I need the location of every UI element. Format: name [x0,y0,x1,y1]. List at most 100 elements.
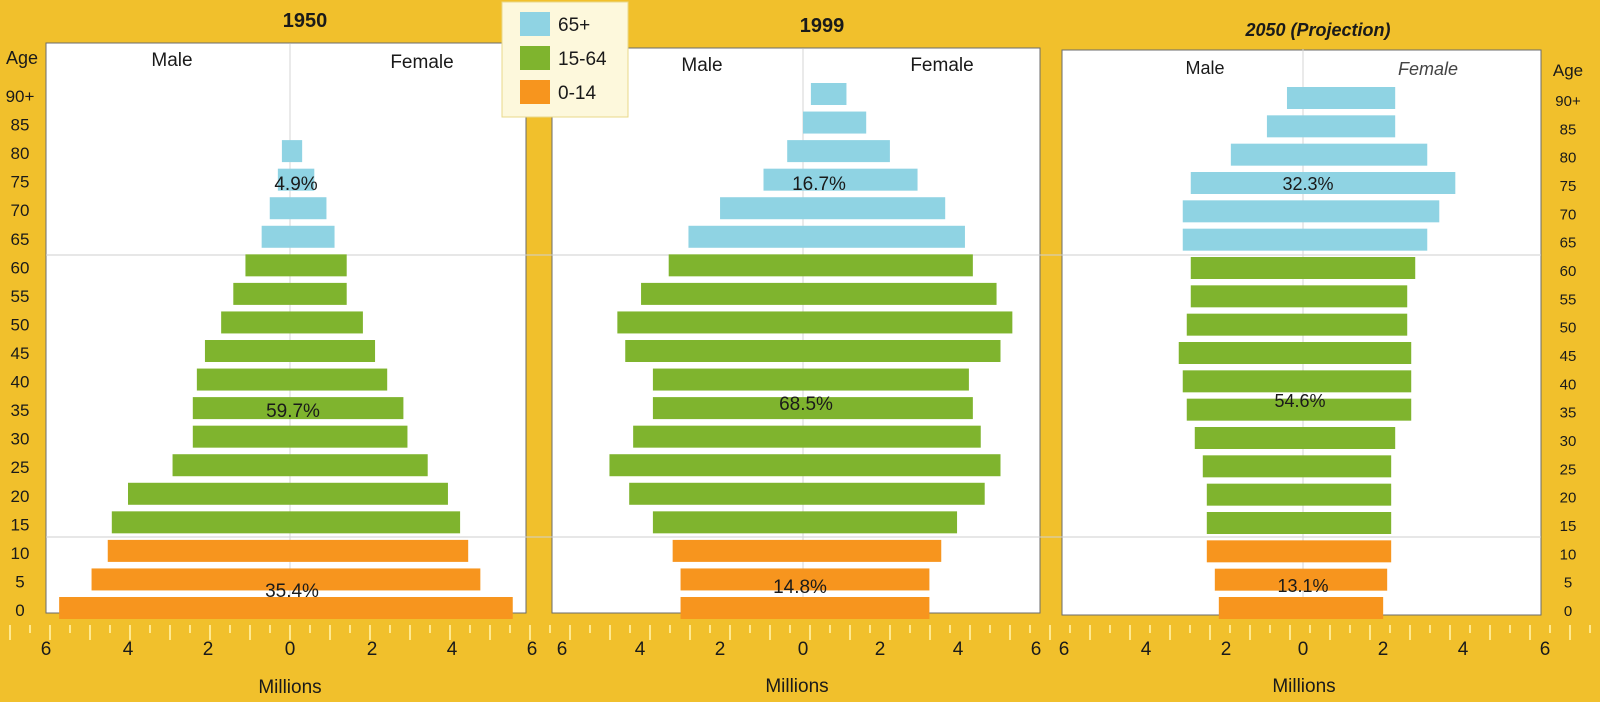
bar-1999-5-9 [680,568,930,591]
bar-1950-10-14 [107,539,469,562]
age-tick-label: 30 [11,430,30,449]
bar-2050-40-44 [1182,370,1412,393]
female-label-1950: Female [390,52,453,73]
age-tick-label: 55 [1560,291,1577,308]
bar-2050-85-89 [1266,115,1396,138]
x-tick-label: 4 [123,639,134,660]
age-tick-label: 10 [1560,546,1577,563]
bar-1999-15-19 [652,511,958,534]
x-tick-label: 6 [1031,639,1042,660]
age-tick-label: 90+ [6,87,35,106]
x-tick-label: 6 [1540,639,1551,660]
bar-1950-60-64 [245,254,347,277]
age-tick-label: 90+ [1555,93,1581,110]
female-label-2050: Female [1398,59,1458,79]
x-axis-label-2050: Millions [1272,676,1335,697]
bar-2050-50-54 [1186,313,1408,336]
x-tick-label: 2 [367,639,378,660]
bar-1950-40-44 [196,368,388,391]
bar-1999-85-89 [803,111,867,134]
age-tick-label: 65 [1560,235,1577,252]
bar-1999-40-44 [652,368,969,391]
x-tick-label: 4 [1141,639,1152,660]
bar-2050-80-84 [1230,143,1428,166]
x-tick-label: 0 [285,639,296,660]
x-tick-label: 2 [1221,639,1232,660]
bar-1999-70-74 [720,197,946,220]
x-tick-label: 4 [635,639,646,660]
x-axis-label-1999: Millions [765,676,828,697]
legend-swatch-65plus [520,12,550,36]
age-tick-label: 55 [11,287,30,306]
age-tick-label: 35 [11,401,30,420]
x-tick-label: 2 [875,639,886,660]
bottom-ruler [9,625,1591,640]
age-tick-label: 45 [11,344,30,363]
share-65plus-1950: 4.9% [274,174,317,195]
age-tick-label: 70 [11,201,30,220]
bar-1999-0-4 [680,597,930,619]
age-tick-label: 20 [1560,490,1577,507]
age-tick-label: 25 [1560,461,1577,478]
bar-1950-50-54 [221,311,363,334]
age-tick-label: 50 [1560,320,1577,337]
age-tick-label: 70 [1560,206,1577,223]
bar-1950-15-19 [111,511,461,534]
bar-1999-45-49 [625,340,1001,362]
bar-1999-60-64 [668,254,973,277]
bar-2050-30-34 [1194,427,1396,449]
bar-2050-5-9 [1214,568,1388,591]
bar-1999-75-79 [763,168,918,191]
x-tick-label: 6 [1059,639,1070,660]
bar-1999-55-59 [641,282,997,305]
age-tick-label: 50 [11,315,30,334]
age-tick-label: 35 [1560,405,1577,422]
bar-1950-70-74 [269,197,327,220]
bar-1950-75-79 [277,168,315,191]
bar-2050-90+ [1286,87,1396,109]
bar-2050-15-19 [1206,512,1392,534]
bar-2050-25-29 [1202,455,1392,478]
age-tick-label: 75 [1560,178,1577,195]
bar-1999-35-39 [652,397,973,420]
share-15-64-1999: 68.5% [779,394,833,415]
share-65plus-2050: 32.3% [1282,174,1333,194]
age-tick-label: 65 [11,230,30,249]
share-15-64-2050: 54.6% [1274,391,1325,411]
bar-1950-30-34 [192,425,408,448]
bar-1999-90+ [810,83,847,105]
x-tick-label: 2 [203,639,214,660]
bar-1950-25-29 [172,454,428,477]
legend-swatch-0-14 [520,80,550,104]
age-tick-label: 80 [1560,150,1577,167]
bar-2050-75-79 [1190,172,1456,194]
age-tick-labels: 0 5 10 15 20 25 30 35 40 45 50 55 60 65 70 75 80 85 90+ 0 5 1… [6,87,1581,620]
share-15-64-1950: 59.7% [266,401,320,422]
legend-label-0-14: 0-14 [558,83,596,104]
male-label-2050: Male [1185,58,1224,78]
age-tick-label: 60 [11,258,30,277]
bar-1950-20-24 [128,482,448,505]
bar-1950-0-4 [59,597,513,619]
bar-1999-10-14 [672,539,942,562]
age-tick-label: 20 [11,487,30,506]
age-tick-label: 75 [11,173,30,192]
age-tick-label: 40 [11,373,30,392]
legend: 65+ 15-64 0-14 [501,1,629,118]
x-tick-label: 4 [447,639,458,660]
age-tick-label: 25 [11,458,30,477]
bar-1950-65-69 [261,225,335,248]
age-tick-label: 40 [1560,376,1577,393]
bar-1950-5-9 [91,568,481,591]
age-axis-label-right: Age [1553,61,1583,80]
age-axis-label-left: Age [6,48,38,68]
age-tick-label: 10 [11,544,30,563]
bar-1999-80-84 [787,140,890,163]
age-tick-label: 15 [11,515,30,534]
bar-1950-35-39 [192,397,404,420]
male-label-1999: Male [681,55,722,76]
title-1999: 1999 [800,15,845,37]
bar-1999-25-29 [609,454,1001,477]
